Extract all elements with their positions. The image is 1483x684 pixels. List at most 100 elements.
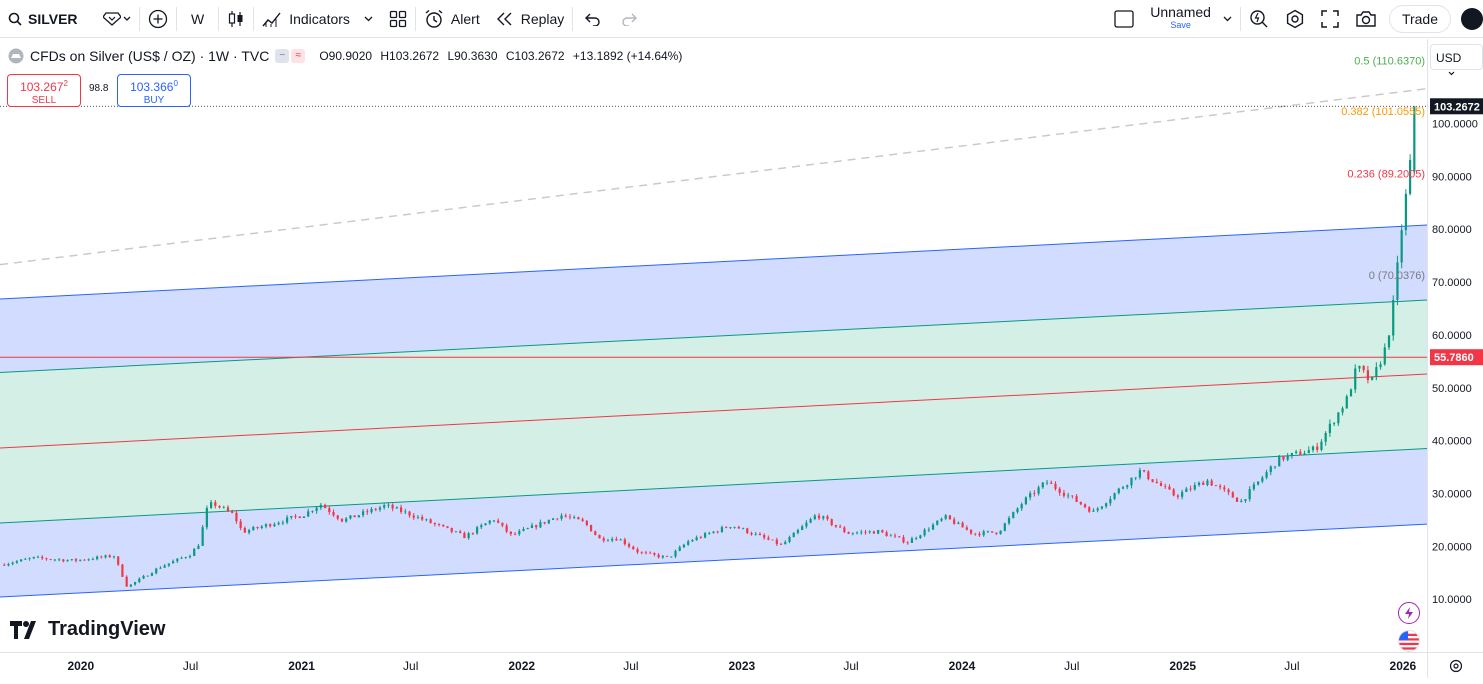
replay-button[interactable]: Replay: [488, 0, 573, 38]
search-icon: [8, 12, 22, 26]
snapshot-button[interactable]: [1347, 0, 1385, 38]
candle-body: [577, 517, 580, 520]
compare-button[interactable]: [95, 0, 139, 38]
hline-price-tag[interactable]: 55.7860: [1430, 349, 1483, 366]
candle-body: [361, 511, 365, 516]
candle: [1147, 470, 1150, 481]
candle: [319, 502, 322, 510]
candle-body: [931, 524, 935, 530]
candle: [501, 522, 504, 528]
candle: [1029, 490, 1032, 501]
legend-title[interactable]: CFDs on Silver (US$ / OZ) · 1W · TVC: [30, 48, 270, 64]
quick-search-button[interactable]: [1241, 0, 1277, 38]
avatar[interactable]: [1461, 7, 1483, 30]
fib-label[interactable]: 0.236 (89.2005): [1347, 169, 1425, 181]
candle-body: [475, 527, 479, 534]
candle: [20, 559, 23, 562]
candle-body: [353, 515, 356, 518]
candle: [366, 508, 369, 515]
candle-body: [758, 533, 762, 536]
candle-body: [847, 532, 850, 534]
add-symbol-button[interactable]: [140, 0, 176, 38]
candle: [695, 535, 698, 541]
settings-button[interactable]: [1277, 0, 1313, 38]
candle: [801, 524, 804, 531]
candle: [893, 533, 897, 539]
candle: [687, 539, 690, 546]
candle: [129, 584, 132, 588]
axis-settings-button[interactable]: [1427, 652, 1483, 678]
symbol-search[interactable]: SILVER: [0, 0, 95, 38]
legend-low: L90.3630: [447, 49, 498, 63]
alert-button[interactable]: Alert: [416, 0, 488, 38]
time-axis[interactable]: 2020 Jul 2021 Jul 2022 Jul 2023 Jul 2024 Jul 2025 J…: [0, 652, 1427, 678]
gear-icon: [1449, 659, 1463, 673]
indicators-button[interactable]: Indicators: [254, 0, 381, 38]
candle-body: [91, 559, 94, 560]
candle-body: [1105, 503, 1108, 507]
candle: [459, 529, 462, 534]
candle-body: [328, 508, 331, 513]
candle: [87, 558, 90, 562]
buy-button[interactable]: 103.3660 BUY: [117, 74, 191, 107]
dashed-trendline[interactable]: [0, 87, 1427, 266]
redo-button[interactable]: [613, 0, 645, 38]
candle-body: [171, 561, 175, 564]
candle-body: [826, 516, 829, 520]
candle: [45, 557, 48, 561]
candle: [150, 572, 154, 577]
minus-icon[interactable]: −: [275, 49, 290, 63]
candle: [197, 543, 200, 550]
templates-button[interactable]: [381, 0, 415, 38]
candle-body: [323, 504, 327, 509]
price-tick-label: 70.0000: [1432, 277, 1472, 289]
fullscreen-button[interactable]: [1313, 0, 1347, 38]
fib-label[interactable]: 0.5 (110.6370): [1354, 55, 1425, 67]
last-price-tag[interactable]: 103.2672: [1430, 98, 1483, 115]
interval-button[interactable]: W: [191, 10, 205, 27]
price-tick-label: 60.0000: [1432, 330, 1472, 342]
candle-body: [167, 563, 170, 566]
approx-icon[interactable]: ≈: [291, 49, 306, 63]
us-flag-icon[interactable]: [1398, 630, 1420, 652]
candle: [543, 521, 546, 525]
candle-body: [290, 516, 293, 518]
layout-name-button[interactable]: Unnamed Save: [1142, 0, 1240, 38]
candle: [1375, 362, 1378, 381]
candle-body: [1134, 477, 1137, 479]
last-price-tag-bg: [1430, 98, 1483, 115]
candle-body: [1303, 453, 1306, 456]
trade-button[interactable]: Trade: [1388, 4, 1451, 33]
legend-toggles[interactable]: − ≈: [275, 49, 306, 63]
price-scale[interactable]: 100.0000 90.0000 80.0000 70.0000 60.0000 50.0…: [1427, 39, 1483, 652]
tradingview-logo[interactable]: TradingView: [10, 618, 165, 641]
currency-select[interactable]: USD: [1430, 44, 1483, 76]
currency-label: USD: [1436, 51, 1462, 65]
price-tick-label: 30.0000: [1432, 488, 1472, 500]
candle-body: [1083, 504, 1087, 508]
candle: [1075, 494, 1078, 503]
sell-price-sup: 2: [63, 79, 68, 88]
candle: [1320, 439, 1323, 452]
fib-label[interactable]: 0.382 (101.0555): [1341, 106, 1425, 118]
candle-body: [459, 531, 462, 533]
candle-body: [1088, 507, 1091, 512]
candle-body: [720, 527, 724, 532]
candle-body: [1311, 446, 1315, 451]
candle: [556, 518, 559, 521]
candle-body: [560, 515, 563, 519]
channel-fill-inner: [0, 300, 1427, 524]
chart-canvas[interactable]: 0.5 (110.6370) 0.382 (101.0555) 0.236 (89.…: [0, 39, 1427, 652]
candle-body: [522, 528, 525, 531]
sell-button[interactable]: 103.2672 SELL: [7, 74, 81, 107]
layout-select-checkbox[interactable]: [1106, 0, 1142, 38]
chart-type-button[interactable]: [219, 0, 253, 38]
candle-body: [649, 552, 652, 554]
candle: [1092, 508, 1095, 512]
fib-label[interactable]: 0 (70.0376): [1369, 270, 1425, 282]
candle-body: [1345, 396, 1348, 409]
undo-button[interactable]: [573, 0, 613, 38]
candle-body: [58, 559, 61, 561]
candle: [729, 527, 732, 530]
lightning-icon[interactable]: [1398, 602, 1420, 624]
